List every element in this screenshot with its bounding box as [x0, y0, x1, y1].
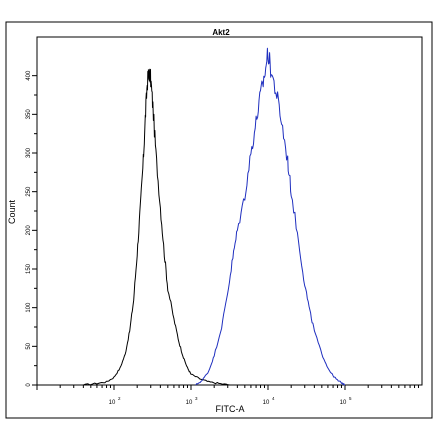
y-tick-label: 0 — [26, 383, 32, 387]
series-layer — [83, 47, 345, 386]
y-tick-label: 300 — [26, 147, 32, 158]
y-tick-label: 100 — [26, 302, 32, 313]
y-tick-label: 150 — [26, 263, 32, 274]
y-tick-label: 400 — [26, 70, 32, 81]
y-axis-label: Count — [7, 200, 17, 225]
y-axis-ticks: 0 50 100 150 200 250 300 350 400 — [26, 70, 37, 387]
x-axis-label: FITC-A — [216, 404, 245, 414]
x-tick-label: 10 — [340, 400, 347, 406]
x-tick-label: 10 — [109, 400, 116, 406]
akt2-histogram-line — [195, 47, 345, 386]
y-tick-label: 250 — [26, 186, 32, 197]
x-tick-label: 10 — [263, 400, 270, 406]
y-tick-label: 350 — [26, 109, 32, 120]
x-tick-label: 10 — [186, 400, 193, 406]
y-tick-label: 50 — [26, 342, 32, 349]
x-tick-exponent: 4 — [272, 396, 275, 401]
control-histogram-line — [83, 68, 230, 386]
plot-area — [36, 36, 423, 386]
chart-title: Akt2 — [212, 28, 230, 37]
x-tick-exponent: 3 — [195, 396, 198, 401]
outer-border — [5, 21, 433, 419]
x-tick-exponent: 5 — [349, 396, 352, 401]
y-tick-label: 200 — [26, 225, 32, 236]
x-tick-exponent: 2 — [118, 396, 121, 401]
